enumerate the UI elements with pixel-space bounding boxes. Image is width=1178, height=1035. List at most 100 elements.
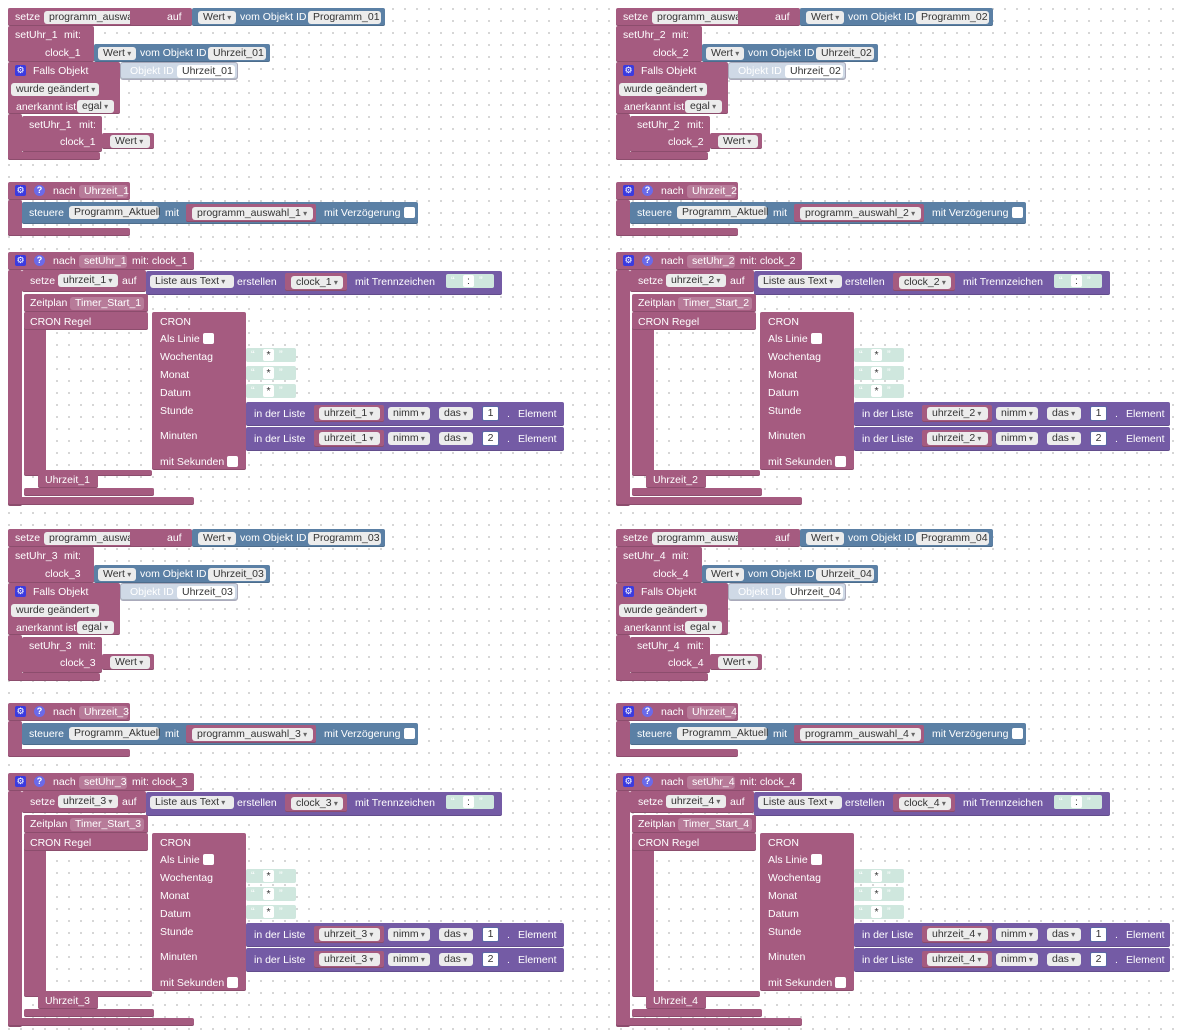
monat-value[interactable]: *	[871, 367, 882, 379]
gear-icon[interactable]: ⚙	[15, 586, 26, 597]
inner-wert-dropdown[interactable]: Wert	[110, 135, 150, 148]
trigger-object-id[interactable]: Uhrzeit_03	[177, 586, 235, 599]
monat-text-block[interactable]: “ * ”	[246, 887, 296, 901]
cron-block[interactable]	[760, 312, 854, 470]
minuten-index-field[interactable]: 2	[1090, 952, 1107, 967]
egal-dropdown[interactable]: egal	[685, 621, 722, 634]
setuhr-call-block[interactable]	[8, 26, 94, 62]
wert-dropdown[interactable]: Wert	[198, 11, 236, 24]
programm-var-dropdown[interactable]: programm_auswahl_2	[800, 207, 921, 220]
stunde-list-var-dropdown[interactable]: uhrzeit_2	[927, 407, 988, 420]
clock-var-dropdown[interactable]: clock_4	[899, 797, 951, 810]
minuten-index-field[interactable]: 2	[482, 952, 499, 967]
procedure-setuhr-block[interactable]	[8, 252, 194, 270]
uhrzeit-call-block[interactable]	[38, 472, 98, 488]
help-icon[interactable]: ?	[34, 185, 45, 196]
uhrzeit-object-id[interactable]: Uhrzeit_01	[208, 47, 266, 60]
setuhr-procedure-name[interactable]: setUhr_4	[687, 776, 735, 789]
stunde-index-field[interactable]: 1	[482, 927, 499, 942]
minuten-nimm-dropdown[interactable]: nimm	[996, 953, 1038, 966]
datum-text-block[interactable]: “ * ”	[246, 905, 296, 919]
minuten-das-dropdown[interactable]: das	[1047, 432, 1081, 445]
minuten-das-dropdown[interactable]: das	[1047, 953, 1081, 966]
gear-icon[interactable]: ⚙	[623, 706, 634, 717]
wurde-geaendert-dropdown[interactable]: wurde geändert	[11, 604, 99, 617]
minuten-nimm-dropdown[interactable]: nimm	[388, 432, 430, 445]
timer-name[interactable]: Timer_Start_4	[678, 818, 752, 831]
cron-block[interactable]	[152, 312, 246, 470]
wurde-geaendert-dropdown[interactable]: wurde geändert	[619, 83, 707, 96]
setuhr-procedure-name[interactable]: setUhr_2	[687, 255, 735, 268]
procedure-name[interactable]: Uhrzeit_4	[687, 706, 737, 719]
datum-text-block[interactable]: “ * ”	[854, 384, 904, 398]
stunde-das-dropdown[interactable]: das	[439, 928, 473, 941]
procedure-setuhr-block[interactable]	[616, 252, 802, 270]
timer-name[interactable]: Timer_Start_3	[70, 818, 144, 831]
inner-setuhr-block[interactable]	[630, 116, 710, 152]
datum-text-block[interactable]: “ * ”	[246, 384, 296, 398]
inner-wert-dropdown[interactable]: Wert	[718, 135, 758, 148]
trigger-object-id[interactable]: Uhrzeit_01	[177, 65, 235, 78]
separator-value[interactable]: :	[1071, 796, 1082, 808]
egal-dropdown[interactable]: egal	[77, 621, 114, 634]
timer-name[interactable]: Timer_Start_1	[70, 297, 144, 310]
separator-text-block[interactable]: “ : ”	[1054, 274, 1102, 288]
uhrzeit-object-id[interactable]: Uhrzeit_04	[816, 568, 874, 581]
separator-text-block[interactable]: “ : ”	[1054, 795, 1102, 809]
gear-icon[interactable]: ⚙	[623, 776, 634, 787]
programm-aktuell-id[interactable]: Programm_Aktuell	[69, 727, 160, 740]
als-linie-checkbox[interactable]	[203, 333, 214, 344]
egal-dropdown[interactable]: egal	[77, 100, 114, 113]
mit-sekunden-checkbox[interactable]	[227, 977, 238, 988]
wert-dropdown[interactable]: Wert	[198, 532, 236, 545]
separator-value[interactable]: :	[463, 796, 474, 808]
procedure-setuhr-block[interactable]	[8, 773, 194, 791]
minuten-nimm-dropdown[interactable]: nimm	[996, 432, 1038, 445]
help-icon[interactable]: ?	[642, 255, 653, 266]
stunde-nimm-dropdown[interactable]: nimm	[388, 407, 430, 420]
wert-dropdown[interactable]: Wert	[806, 11, 844, 24]
liste-aus-text-dropdown[interactable]: Liste aus Text	[150, 796, 234, 809]
setuhr-call-block[interactable]	[616, 26, 702, 62]
program-object-id[interactable]: Programm_04	[916, 532, 989, 545]
datum-value[interactable]: *	[871, 906, 882, 918]
uhrzeit-call-block[interactable]	[646, 993, 706, 1009]
monat-value[interactable]: *	[263, 367, 274, 379]
procedure-name[interactable]: Uhrzeit_2	[687, 185, 737, 198]
zeitplan-block[interactable]	[632, 815, 756, 833]
gear-icon[interactable]: ⚙	[623, 185, 634, 196]
delay-checkbox[interactable]	[1012, 207, 1023, 218]
minuten-list-var-dropdown[interactable]: uhrzeit_2	[927, 432, 988, 445]
cron-block[interactable]	[152, 833, 246, 991]
separator-text-block[interactable]: “ : ”	[446, 274, 494, 288]
procedure-setuhr-block[interactable]	[616, 773, 802, 791]
minuten-list-var-dropdown[interactable]: uhrzeit_1	[319, 432, 380, 445]
datum-text-block[interactable]: “ * ”	[854, 905, 904, 919]
wochentag-value[interactable]: *	[871, 870, 882, 882]
procedure-name[interactable]: Uhrzeit_1	[79, 185, 129, 198]
minuten-nimm-dropdown[interactable]: nimm	[388, 953, 430, 966]
delay-checkbox[interactable]	[404, 207, 415, 218]
monat-text-block[interactable]: “ * ”	[246, 366, 296, 380]
clock-wert-dropdown[interactable]: Wert	[706, 568, 744, 581]
uhrzeit-variable-dropdown[interactable]: uhrzeit_4	[666, 795, 726, 808]
datum-value[interactable]: *	[263, 906, 274, 918]
monat-text-block[interactable]: “ * ”	[854, 366, 904, 380]
wurde-geaendert-dropdown[interactable]: wurde geändert	[619, 604, 707, 617]
minuten-das-dropdown[interactable]: das	[439, 953, 473, 966]
monat-text-block[interactable]: “ * ”	[854, 887, 904, 901]
liste-aus-text-dropdown[interactable]: Liste aus Text	[150, 275, 234, 288]
uhrzeit-variable-dropdown[interactable]: uhrzeit_2	[666, 274, 726, 287]
inner-setuhr-block[interactable]	[630, 637, 710, 673]
liste-aus-text-dropdown[interactable]: Liste aus Text	[758, 275, 842, 288]
programm-aktuell-id[interactable]: Programm_Aktuell	[677, 206, 768, 219]
stunde-das-dropdown[interactable]: das	[439, 407, 473, 420]
gear-icon[interactable]: ⚙	[623, 65, 634, 76]
inner-setuhr-block[interactable]	[22, 116, 102, 152]
stunde-list-var-dropdown[interactable]: uhrzeit_4	[927, 928, 988, 941]
trigger-object-id[interactable]: Uhrzeit_04	[785, 586, 843, 599]
clock-var-dropdown[interactable]: clock_3	[291, 797, 343, 810]
stunde-index-field[interactable]: 1	[1090, 406, 1107, 421]
gear-icon[interactable]: ⚙	[15, 706, 26, 717]
